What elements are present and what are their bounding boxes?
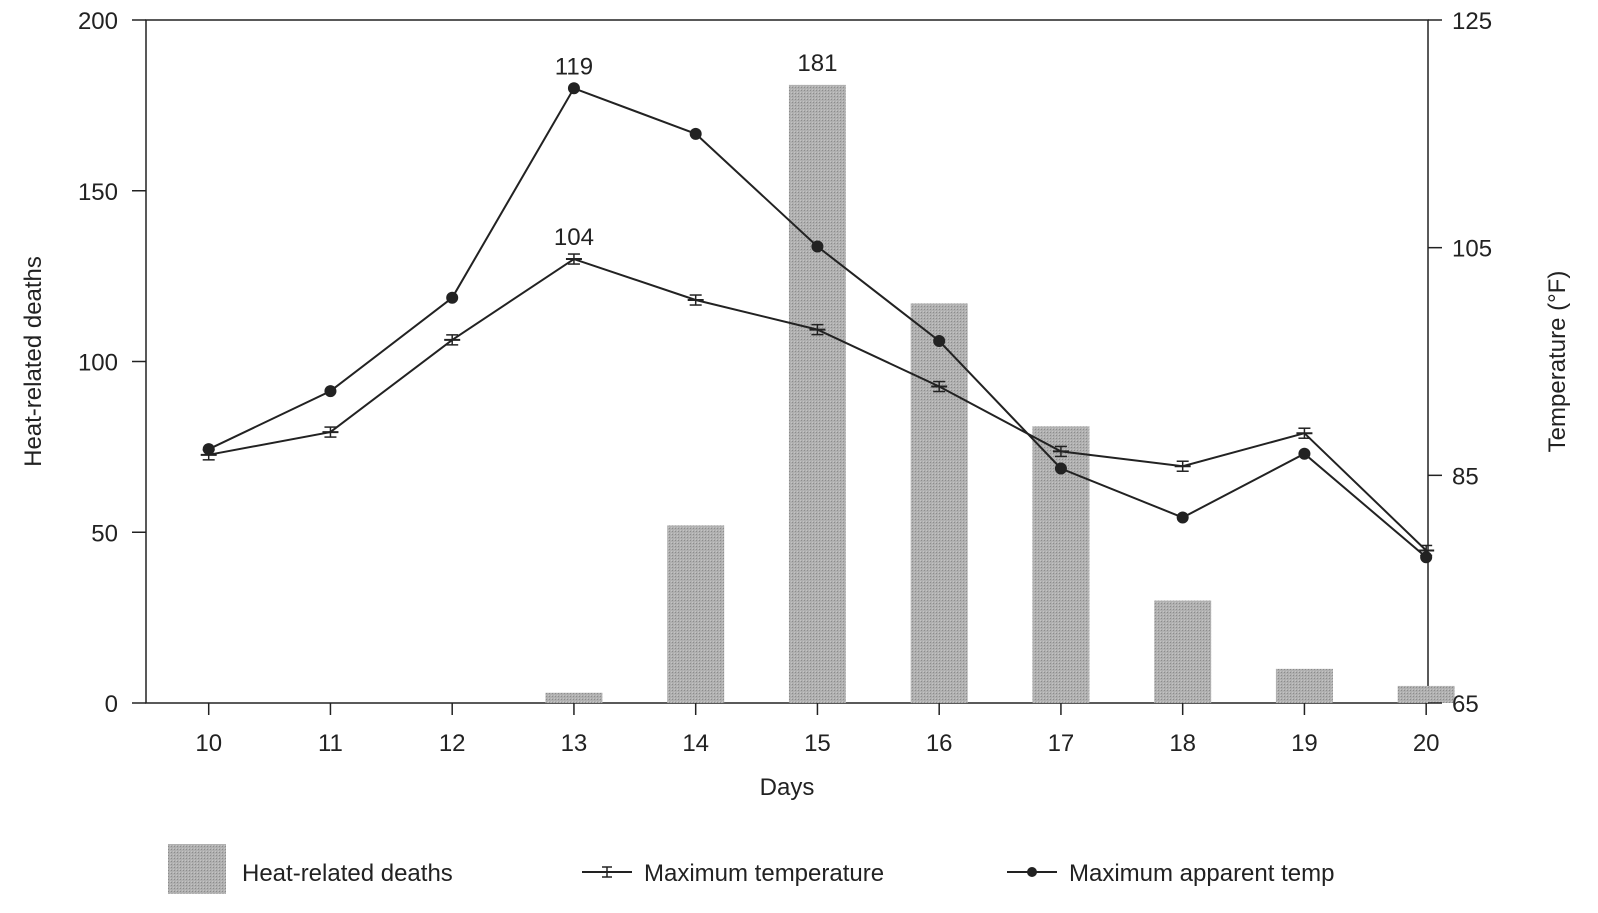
maximum-temperature-point-15 (809, 323, 826, 336)
y2-tick-label: 105 (1452, 236, 1492, 263)
bar-16 (910, 303, 968, 703)
y-tick-label: 0 (105, 691, 118, 718)
y2-tick-label: 85 (1452, 463, 1479, 490)
axes-layer: 0 50 100 150 200 65 85 105 125 10 11 12 13 14 15 16 17 18… (78, 8, 1492, 757)
legend-label: Maximum temperature (644, 860, 884, 887)
maximum-temperature-point-11 (322, 426, 339, 438)
maximum-temperature-point-16 (931, 380, 948, 393)
maximum-temperature-point-17 (1052, 445, 1069, 458)
maximum-apparent-temp-point-18 (1176, 511, 1189, 524)
plot-frame (145, 19, 1429, 704)
y2-axis-title: Temperature (°F) (1544, 271, 1571, 453)
bars-layer (545, 84, 1455, 703)
data-label: 181 (797, 50, 837, 77)
y-tick-label: 200 (78, 8, 118, 35)
maximum-apparent-temp-point-10 (202, 443, 215, 456)
y-tick-label: 50 (91, 520, 118, 547)
bar-18 (1154, 600, 1212, 703)
y-axis-title: Heat-related deaths (20, 256, 47, 467)
bar-14 (667, 525, 725, 703)
x-axis-title: Days (760, 774, 815, 801)
maximum-apparent-temp-point-13 (567, 82, 580, 95)
lines-layer (200, 82, 1435, 564)
x-tick-label: 12 (439, 730, 466, 757)
legend-label: Heat-related deaths (242, 860, 453, 887)
bar-19 (1275, 668, 1333, 703)
data-label: 104 (554, 224, 594, 251)
x-tick-label: 10 (195, 730, 222, 757)
legend-item-maximum-temperature: Maximum temperature (582, 860, 884, 887)
maximum-temperature-point-14 (687, 294, 704, 306)
annotations-layer: 119 181 104 (554, 50, 838, 251)
maximum-apparent-temp-point-16 (933, 335, 946, 348)
x-tick-label: 11 (318, 730, 343, 757)
legend-marker (1027, 867, 1037, 877)
legend-item-heat-related-deaths: Heat-related deaths (168, 844, 453, 894)
y2-tick-label: 125 (1452, 8, 1492, 35)
y-tick-label: 100 (78, 350, 118, 377)
maximum-apparent-temp-point-20 (1420, 551, 1433, 564)
x-tick-label: 15 (804, 730, 831, 757)
legend-label: Maximum apparent temp (1069, 860, 1334, 887)
data-label: 119 (555, 53, 593, 80)
maximum-temperature-point-12 (444, 334, 461, 346)
legend-item-maximum-apparent-temp: Maximum apparent temp (1007, 860, 1334, 887)
x-tick-label: 13 (561, 730, 588, 757)
maximum-temperature-point-18 (1174, 460, 1191, 472)
maximum-apparent-temp-point-14 (689, 127, 702, 140)
x-tick-label: 17 (1048, 730, 1075, 757)
x-tick-label: 19 (1291, 730, 1318, 757)
x-tick-label: 16 (926, 730, 953, 757)
maximum-apparent-temp-point-19 (1298, 447, 1311, 460)
x-tick-label: 18 (1169, 730, 1196, 757)
y-tick-label: 150 (78, 179, 118, 206)
legend-swatch (168, 844, 226, 894)
maximum-temperature-point-19 (1296, 427, 1313, 439)
maximum-temperature-point-13 (565, 253, 582, 265)
bar-13 (545, 692, 603, 703)
legend: Heat-related deaths Maximum temperature Ma… (168, 844, 1334, 894)
y2-tick-label: 65 (1452, 691, 1479, 718)
bar-15 (788, 84, 846, 703)
maximum-apparent-temp-point-17 (1054, 462, 1067, 475)
x-tick-label: 20 (1413, 730, 1440, 757)
maximum-apparent-temp-point-15 (811, 240, 824, 253)
x-tick-label: 14 (682, 730, 709, 757)
maximum-apparent-temp-point-11 (324, 385, 337, 398)
maximum-apparent-temp-point-12 (446, 291, 459, 304)
bar-20 (1397, 685, 1455, 703)
